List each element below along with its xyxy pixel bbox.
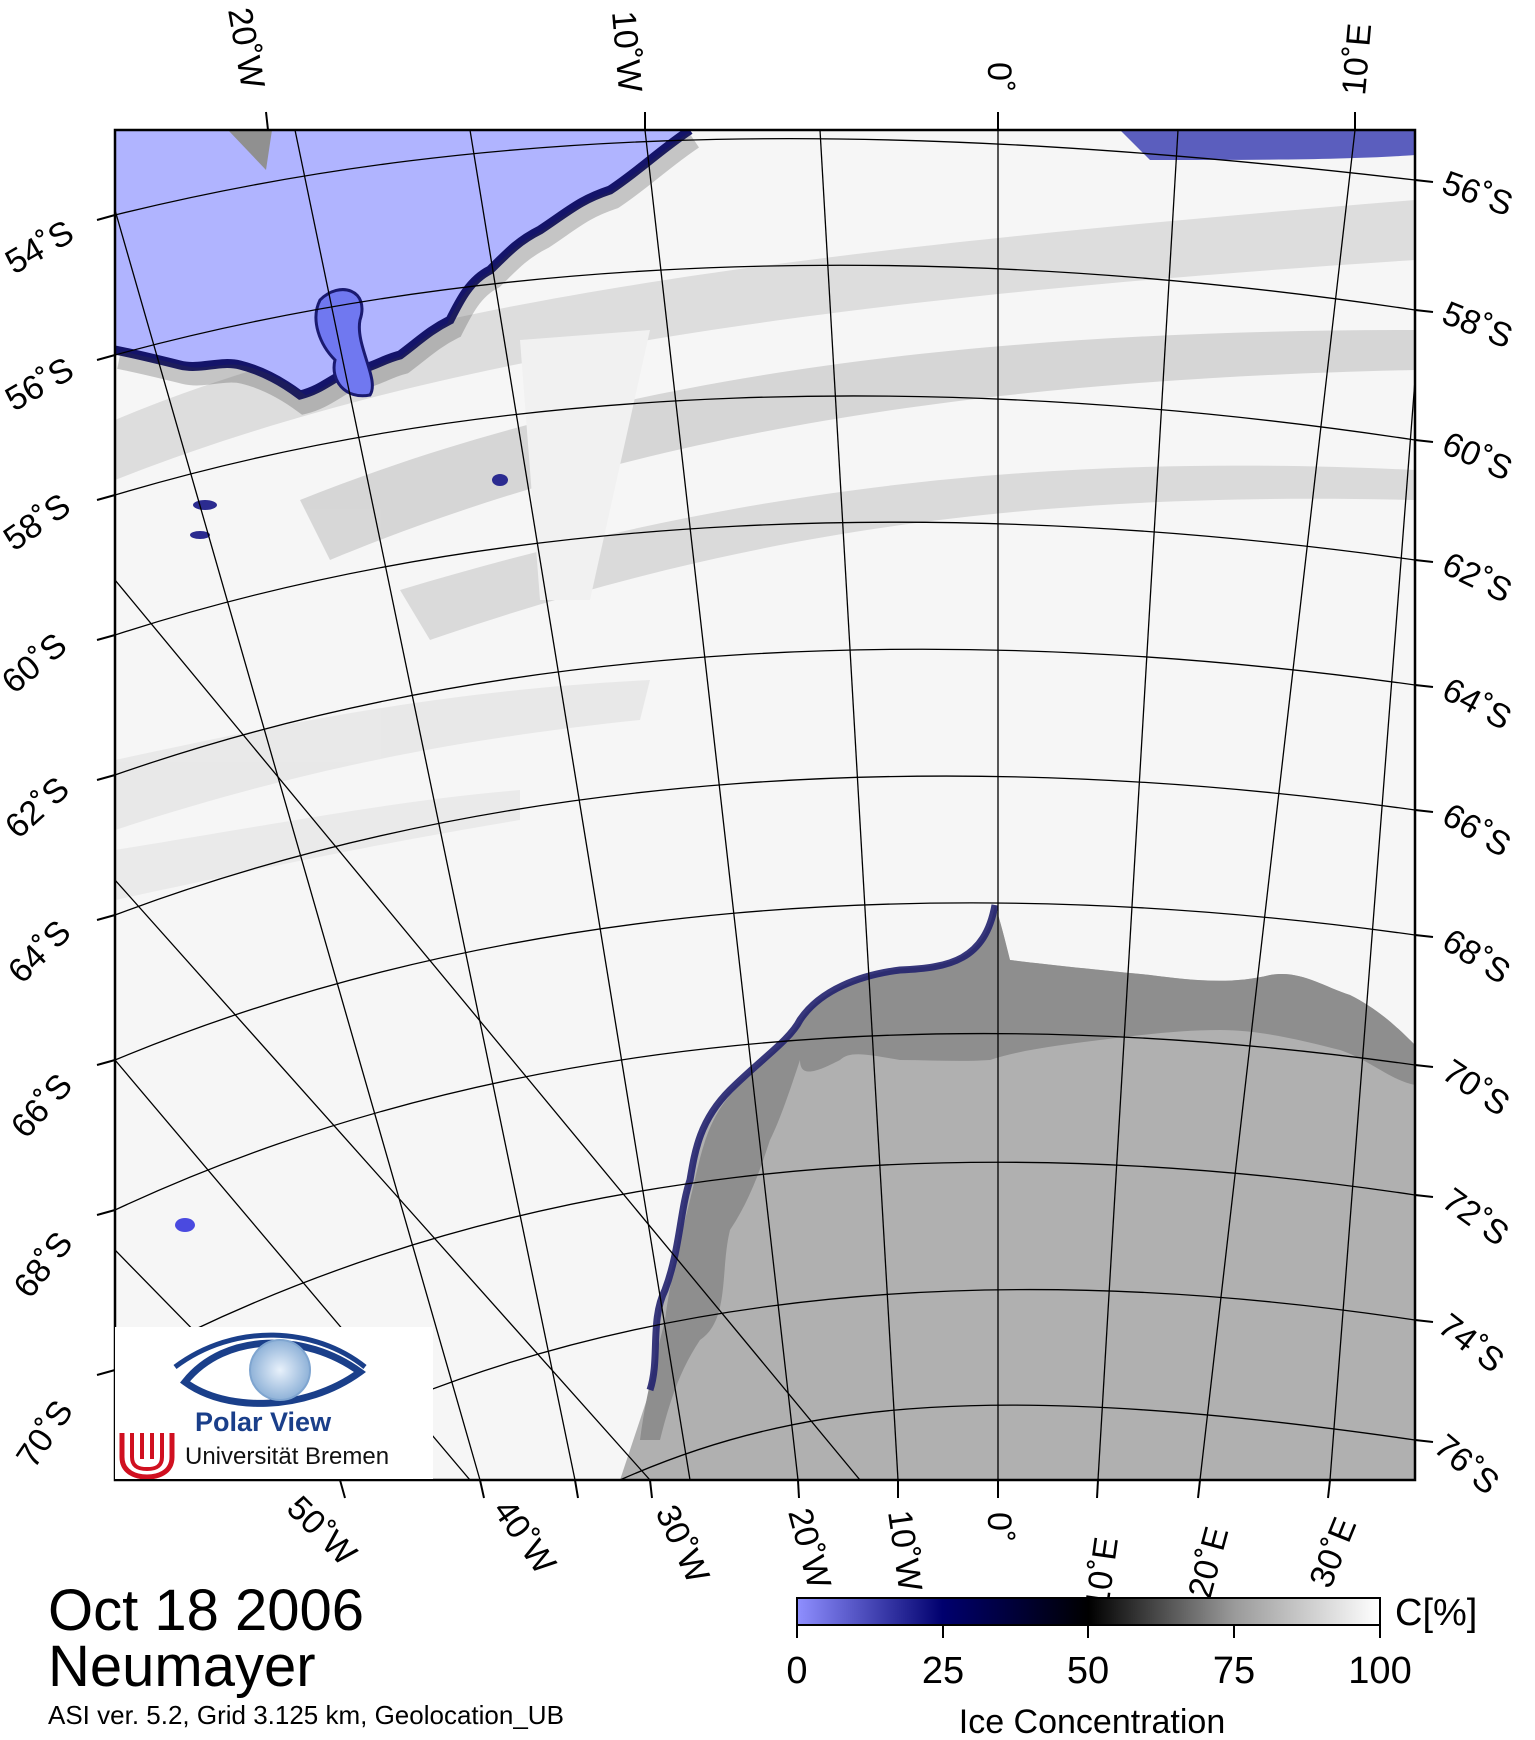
right-lat-label: 56˚S	[1437, 164, 1517, 224]
right-lat-label: 68˚S	[1436, 922, 1517, 992]
bottom-lon-label: 0˚	[980, 1512, 1018, 1542]
right-lat-label: 70˚S	[1436, 1052, 1517, 1124]
graticule	[115, 130, 1415, 1480]
left-lat-label: 64˚S	[1, 913, 79, 991]
right-lat-label: 66˚S	[1436, 796, 1517, 865]
right-lat-label: 58˚S	[1437, 294, 1518, 356]
right-lat-label: 74˚S	[1431, 1306, 1511, 1380]
logo-title: Polar View	[195, 1407, 332, 1437]
colorbar-title: Ice Concentration	[959, 1703, 1226, 1740]
info-line: ASI ver. 5.2, Grid 3.125 km, Geolocation…	[48, 1700, 564, 1730]
colorbar-tick: 25	[922, 1650, 964, 1692]
uni-bremen-icon	[119, 1433, 175, 1479]
left-lat-label: 58˚S	[0, 486, 77, 558]
top-lon-label: 0˚	[980, 62, 1018, 92]
left-lat-label: 62˚S	[0, 770, 77, 846]
left-lat-label: 66˚S	[4, 1067, 80, 1146]
left-lat-label: 54˚S	[0, 213, 80, 282]
right-lat-label: 76˚S	[1427, 1427, 1506, 1502]
top-lon-label: 20˚W	[220, 5, 272, 92]
right-lat-label: 64˚S	[1436, 671, 1517, 738]
map-date: Oct 18 2006	[48, 1578, 364, 1643]
colorbar-tick: 75	[1213, 1650, 1255, 1692]
left-lat-label: 68˚S	[6, 1225, 80, 1305]
ice-texture	[115, 200, 1415, 900]
bottom-lon-label: 50˚W	[279, 1489, 363, 1573]
left-lat-label: 70˚S	[9, 1394, 81, 1475]
bottom-lon-label: 20˚W	[780, 1504, 838, 1592]
colorbar-tick: 0	[786, 1650, 807, 1692]
open-water-region	[115, 130, 690, 395]
top-lon-label: 10˚E	[1335, 22, 1379, 97]
bottom-lon-label: 20˚E	[1181, 1523, 1236, 1602]
colorbar-tick: 100	[1348, 1650, 1411, 1692]
logo-box: Polar View Universität Bremen	[115, 1327, 433, 1479]
left-lat-label: 60˚S	[0, 626, 74, 701]
ice-shelf	[640, 905, 1415, 1440]
map-frame	[113, 128, 1417, 1482]
right-lat-label: 62˚S	[1436, 545, 1517, 611]
station-name: Neumayer	[48, 1634, 316, 1699]
bottom-lon-label: 10˚W	[880, 1508, 929, 1594]
polynya	[314, 288, 374, 398]
ice-edge	[115, 130, 693, 400]
bottom-lon-label: 30˚W	[648, 1499, 717, 1589]
left-lat-label: 56˚S	[0, 350, 80, 419]
right-lat-label: 60˚S	[1437, 425, 1518, 489]
bottom-lon-label: 40˚W	[485, 1493, 563, 1581]
colorbar-tick: 50	[1067, 1650, 1109, 1692]
bottom-lon-label: 30˚E	[1302, 1512, 1364, 1593]
colorbar: 0 25 50 75 100 C[%] Ice Concentration	[786, 1592, 1477, 1740]
colorbar-gradient	[796, 1597, 1381, 1626]
eye-icon	[173, 1332, 367, 1407]
logo-subtitle: Universität Bremen	[185, 1443, 390, 1470]
colorbar-unit: C[%]	[1395, 1592, 1477, 1634]
top-lon-label: 10˚W	[604, 9, 649, 93]
right-lat-label: 72˚S	[1435, 1181, 1515, 1254]
